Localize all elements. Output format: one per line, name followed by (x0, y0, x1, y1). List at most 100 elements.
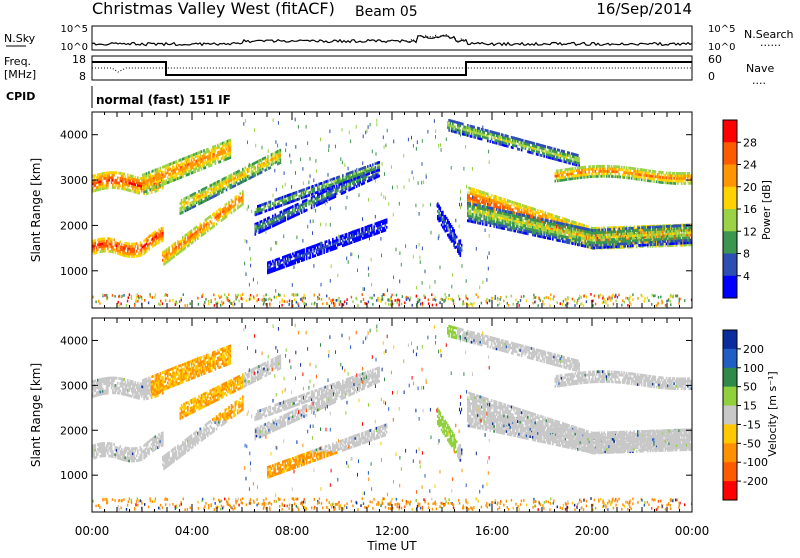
power-cell (450, 239, 453, 243)
power-cell (245, 175, 248, 179)
power-cell (304, 252, 307, 256)
power-cell (160, 234, 163, 238)
power-cell (197, 232, 199, 235)
power-cell (214, 147, 217, 151)
power-cell (294, 259, 297, 262)
power-cell (94, 244, 97, 247)
power-cell (287, 264, 289, 267)
power-cell (159, 174, 162, 177)
power-cell (362, 227, 364, 230)
power-cell (218, 215, 220, 219)
power-cell (229, 209, 232, 213)
power-cell (290, 255, 293, 259)
power-cell (548, 215, 550, 218)
power-cell (185, 206, 188, 210)
power-cell (274, 161, 277, 165)
power-cell (112, 176, 114, 179)
power-cell (378, 161, 380, 164)
power-cell (279, 153, 282, 157)
power-cell (129, 174, 132, 178)
power-cell (322, 244, 324, 247)
power-cell (217, 188, 219, 191)
power-cell (235, 178, 238, 182)
power-cell (270, 220, 273, 224)
power-cell (268, 166, 270, 170)
power-cell (268, 208, 270, 212)
power-cell (443, 220, 445, 223)
power-cell (265, 168, 268, 171)
power-cell (122, 251, 124, 254)
power-cell (278, 267, 280, 271)
power-cell (570, 232, 573, 236)
power-cell (260, 170, 263, 174)
power-cell (183, 172, 185, 175)
power-cell (280, 196, 283, 200)
power-cell (332, 177, 334, 181)
power-cell (182, 210, 184, 214)
power-cell (495, 208, 498, 211)
power-cell (615, 226, 618, 229)
power-cell (218, 187, 220, 191)
power-cell (639, 236, 642, 240)
power-cell (450, 235, 453, 238)
power-cell (307, 249, 309, 253)
power-cell (293, 261, 295, 265)
power-cell (103, 174, 105, 178)
power-cell (287, 215, 289, 218)
power-cell (194, 226, 197, 230)
power-cell (100, 242, 103, 246)
power-cell (112, 171, 114, 174)
power-cell (210, 158, 213, 162)
power-cell (163, 255, 165, 259)
power-cell (289, 258, 292, 262)
power-cell (214, 216, 217, 220)
power-cell (192, 200, 194, 204)
power-cell (242, 167, 244, 171)
power-cell (627, 244, 629, 248)
power-cell (290, 262, 293, 266)
power-cell (563, 217, 565, 221)
power-cell (629, 229, 632, 233)
power-cell (183, 207, 185, 211)
power-cell (102, 239, 104, 243)
power-cell (665, 237, 668, 241)
power-cell (207, 188, 209, 191)
power-cell (202, 154, 204, 158)
power-cell (272, 207, 274, 210)
power-cell (328, 198, 330, 201)
power-cell (270, 222, 273, 226)
power-cell (339, 242, 342, 246)
power-cell (112, 183, 114, 187)
power-cell (438, 217, 440, 220)
power-cell (208, 223, 210, 227)
power-cell (325, 247, 328, 251)
power-cell (208, 164, 210, 168)
power-cell (192, 166, 194, 169)
power-cell (208, 154, 210, 158)
power-cell (440, 218, 443, 222)
power-cell (295, 198, 298, 202)
power-cell (175, 162, 178, 166)
power-cell (298, 255, 300, 258)
power-cell (239, 192, 242, 195)
power-cell (284, 260, 287, 263)
power-cell (505, 203, 508, 207)
power-cell (442, 213, 444, 216)
power-cell (160, 239, 163, 243)
power-cell (158, 233, 160, 237)
power-cell (270, 262, 273, 266)
power-cell (282, 256, 284, 259)
power-cell (360, 182, 363, 186)
power-cell (504, 203, 507, 207)
power-cell (218, 153, 220, 156)
power-cell (297, 258, 299, 261)
power-cell (269, 268, 272, 271)
power-cell (293, 254, 295, 258)
power-cell (342, 174, 344, 177)
power-cell (132, 187, 134, 191)
power-cell (105, 179, 108, 182)
power-cell (107, 247, 109, 251)
power-cell (172, 164, 174, 167)
power-cell (183, 200, 185, 203)
power-cell (152, 169, 154, 173)
